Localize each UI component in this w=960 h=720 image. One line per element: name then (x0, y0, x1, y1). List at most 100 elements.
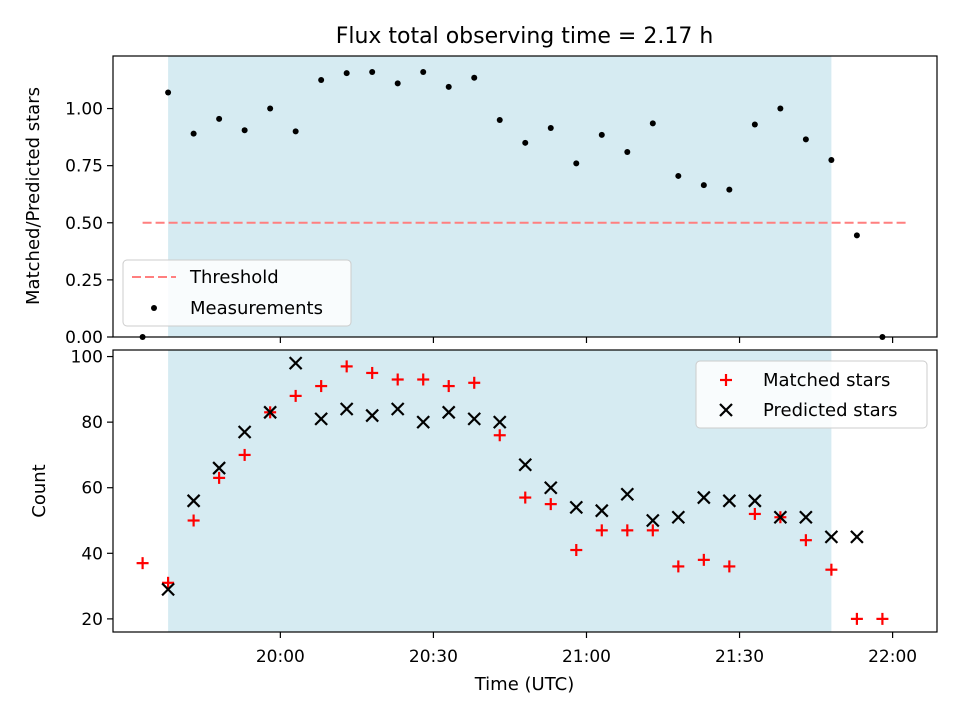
matched-stars-point (672, 560, 685, 573)
bottom-panel: 20 40 60 80 100 20:00 20:30 21:00 21:30 22:00 Co… (29, 348, 938, 695)
measurement-point (318, 76, 325, 83)
measurement-point (420, 68, 427, 75)
predicted-stars-point (697, 490, 711, 505)
predicted-stars-point (492, 415, 507, 429)
y-tick-label: 1.00 (65, 100, 103, 120)
top-y-ticks: 0.00 0.25 0.50 0.75 1.00 (65, 100, 113, 348)
matched-stars-point (493, 429, 506, 442)
matched-stars-point (697, 553, 710, 566)
predicted-stars-point (390, 402, 405, 416)
y-tick-label: 0.75 (65, 157, 103, 177)
measurement-point (853, 232, 860, 239)
y-tick-label: 80 (81, 413, 103, 433)
matched-stars-point (595, 524, 608, 537)
measurement-point (675, 172, 682, 179)
predicted-stars-point (646, 513, 660, 528)
predicted-stars-point (620, 487, 635, 502)
top-plot-frame (112, 55, 938, 338)
measurements-legend-swatch (151, 305, 157, 311)
predicted-stars-point (186, 494, 201, 508)
matched-stars-legend-label: Matched stars (763, 370, 890, 391)
predicted-stars-point (339, 402, 354, 416)
matched-stars-point (417, 373, 430, 386)
matched-stars-point (187, 514, 200, 527)
bottom-x-ticks: 20:00 20:30 21:00 21:30 22:00 (256, 632, 917, 667)
matched-stars-point (366, 366, 379, 379)
matched-stars-point (799, 534, 812, 547)
measurement-point (496, 116, 503, 123)
predicted-stars-legend-swatch (719, 403, 733, 417)
matched-stars-point (162, 576, 175, 589)
predicted-stars-point (288, 356, 303, 370)
predicted-stars-point (748, 494, 762, 508)
matched-stars-point (876, 612, 889, 625)
y-tick-label: 0.25 (65, 271, 103, 291)
bottom-legend-box (695, 360, 928, 429)
measurement-point (751, 121, 758, 128)
measurement-point (343, 70, 350, 77)
predicted-stars-point (518, 457, 533, 472)
matched-stars-point (213, 471, 226, 484)
measurement-point (292, 128, 299, 135)
x-tick-label: 20:00 (256, 647, 305, 667)
matched-stars-point (468, 376, 481, 389)
predicted-stars-point (773, 510, 788, 525)
measurement-points (139, 68, 886, 340)
matched-stars-point (850, 612, 863, 625)
predicted-stars-point (467, 412, 482, 426)
matched-stars-point (544, 498, 557, 511)
threshold-legend-label: Threshold (189, 267, 279, 288)
measurement-point (445, 83, 452, 90)
y-tick-label: 0.50 (65, 214, 103, 234)
top-y-axis-label: Matched/Predicted stars (23, 87, 44, 305)
matched-stars-point (519, 491, 532, 504)
measurement-point (802, 136, 809, 143)
predicted-stars-point (263, 405, 277, 420)
predicted-stars-point (237, 425, 252, 439)
measurement-point (726, 186, 733, 193)
y-tick-label: 100 (71, 348, 103, 368)
predicted-stars-point (824, 530, 839, 544)
measurement-point (522, 139, 529, 146)
x-axis-label: Time (UTC) (474, 674, 575, 695)
bottom-y-axis-label: Count (29, 464, 50, 517)
measurement-point (573, 160, 580, 167)
predicted-stars-point (569, 500, 584, 515)
predicted-stars-point (365, 408, 379, 423)
measurement-point (369, 68, 376, 75)
measurement-point (598, 131, 605, 138)
matched-stars-point (748, 507, 761, 520)
matched-stars-point (289, 389, 302, 402)
measurement-point (216, 115, 223, 122)
matched-stars-legend-swatch (720, 374, 732, 386)
matched-stars-point (570, 544, 583, 557)
top-legend: Threshold Measurements (122, 259, 352, 327)
matched-stars-point (391, 373, 404, 386)
measurement-point (547, 124, 554, 131)
bottom-y-ticks: 20 40 60 80 100 (71, 348, 113, 630)
measurement-point (828, 156, 835, 163)
x-tick-label: 22:00 (868, 647, 917, 667)
matched-stars-point (825, 563, 838, 576)
measurement-point (700, 182, 707, 189)
predicted-stars-point (416, 415, 430, 429)
measurements-legend-label: Measurements (190, 298, 323, 319)
predicted-stars-point (441, 405, 456, 420)
matched-stars-point (136, 557, 149, 570)
count-points (136, 356, 889, 625)
measurement-point (241, 127, 248, 134)
measurement-point (777, 105, 784, 112)
chart-title: Flux total observing time = 2.17 h (336, 24, 714, 49)
y-tick-label: 0.00 (65, 328, 103, 348)
predicted-stars-point (850, 530, 864, 544)
x-tick-label: 21:00 (562, 647, 611, 667)
predicted-stars-point (722, 494, 737, 508)
predicted-stars-point (212, 461, 226, 475)
bottom-plot-frame (112, 349, 938, 633)
matched-stars-point (315, 380, 328, 393)
measurement-point (190, 130, 197, 137)
predicted-stars-point (671, 510, 686, 525)
measurement-point (649, 120, 656, 127)
predicted-stars-point (161, 582, 175, 597)
